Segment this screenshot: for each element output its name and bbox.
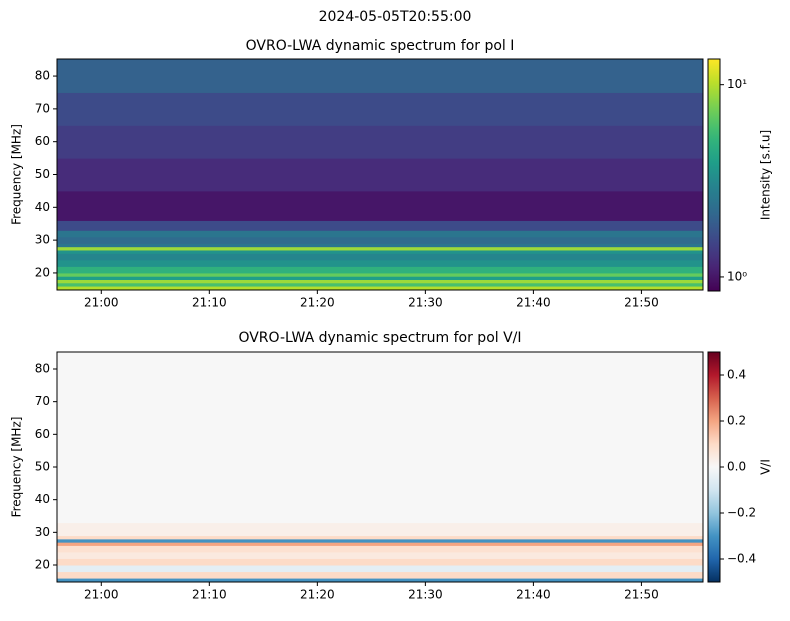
spectrum-band	[57, 571, 703, 579]
colorbar-tick-label: 0.2	[727, 414, 746, 428]
y-tick-label: 20	[35, 558, 50, 572]
colorbar-label: V/I	[759, 459, 773, 475]
spectrum-band	[57, 266, 703, 274]
x-tick-label: 21:30	[408, 296, 443, 310]
colorbar-tick-label: −0.2	[727, 506, 756, 520]
colorbar-tick-label: −0.4	[727, 552, 756, 566]
x-tick-label: 21:30	[408, 588, 443, 602]
spectrum-band	[57, 259, 703, 267]
spectrum-band	[57, 545, 703, 553]
y-tick-label: 40	[35, 200, 50, 214]
y-tick-label: 20	[35, 265, 50, 279]
spectrum-band	[57, 578, 703, 583]
chart-title: OVRO-LWA dynamic spectrum for pol V/I	[238, 330, 521, 346]
spectrum-band	[57, 522, 703, 537]
x-tick-label: 21:50	[624, 296, 659, 310]
x-tick-label: 21:00	[84, 588, 119, 602]
spectrum-band	[57, 282, 703, 287]
spectrum-band	[57, 279, 703, 284]
colorbar-tick-label: 0.0	[727, 460, 746, 474]
colorbar-tick-label: 10¹	[727, 77, 747, 91]
spectrum-band	[57, 249, 703, 254]
y-tick-label: 60	[35, 427, 50, 441]
y-axis-label: Frequency [MHz]	[10, 124, 24, 225]
y-tick-label: 40	[35, 492, 50, 506]
spectrum-band	[57, 59, 703, 93]
spectrum-band	[57, 236, 703, 244]
spectrum-band	[57, 220, 703, 231]
y-axis-label: Frequency [MHz]	[10, 417, 24, 518]
spectrum-band	[57, 246, 703, 251]
x-tick-label: 21:40	[516, 588, 551, 602]
x-tick-label: 21:10	[192, 588, 227, 602]
colorbar-tick-label: 0.4	[727, 368, 746, 382]
y-tick-label: 30	[35, 525, 50, 539]
spectrum-band	[57, 243, 703, 248]
spectrum-band	[57, 352, 703, 524]
suptitle: 2024-05-05T20:55:00	[319, 9, 472, 25]
spectrum-band	[57, 558, 703, 566]
spectrum-band	[57, 253, 703, 261]
spectrum-band	[57, 551, 703, 559]
x-tick-label: 21:20	[300, 296, 335, 310]
spectrum-band	[57, 565, 703, 573]
spectrum-band	[57, 542, 703, 546]
y-tick-label: 70	[35, 394, 50, 408]
x-tick-label: 21:10	[192, 296, 227, 310]
chart-title: OVRO-LWA dynamic spectrum for pol I	[246, 38, 515, 54]
y-tick-label: 80	[35, 361, 50, 375]
spectrum-band	[57, 276, 703, 280]
spectrum-band	[57, 272, 703, 277]
spectrum-band	[57, 286, 703, 291]
colorbar	[707, 351, 721, 583]
spectrum-band	[57, 190, 703, 221]
colorbar-tick-label: 10⁰	[727, 269, 747, 283]
spectrum-band	[57, 158, 703, 192]
x-tick-label: 21:20	[300, 588, 335, 602]
x-tick-label: 21:40	[516, 296, 551, 310]
x-tick-label: 21:00	[84, 296, 119, 310]
spectrum-band	[57, 538, 703, 543]
colorbar	[707, 58, 721, 292]
y-tick-label: 80	[35, 69, 50, 83]
spectrum-band	[57, 535, 703, 540]
colorbar-label: Intensity [s.f.u]	[759, 130, 773, 220]
y-tick-label: 30	[35, 233, 50, 247]
x-tick-label: 21:50	[624, 588, 659, 602]
y-tick-label: 60	[35, 134, 50, 148]
y-tick-label: 50	[35, 460, 50, 474]
spectrum-band	[57, 92, 703, 126]
y-tick-label: 50	[35, 167, 50, 181]
y-tick-label: 70	[35, 101, 50, 115]
spectrum-band	[57, 125, 703, 159]
spectrum-band	[57, 230, 703, 238]
